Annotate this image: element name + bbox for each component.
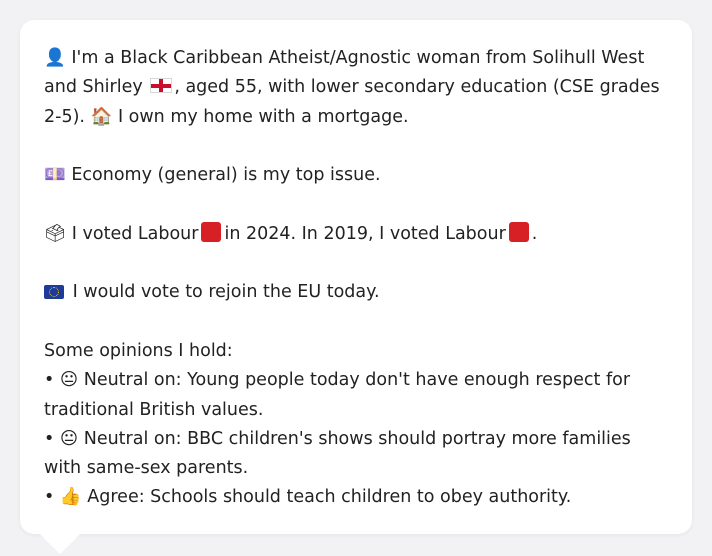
speech-bubble-tail [40, 534, 80, 554]
thumbs-up-icon: 👍 [59, 487, 82, 508]
bio-paragraph: 👤 I'm a Black Caribbean Atheist/Agnostic… [44, 44, 672, 132]
opinion-text: Neutral on: BBC children's shows should … [44, 428, 631, 479]
eu-text: I would vote to rejoin the EU today. [72, 282, 380, 303]
opinions-heading: Some opinions I hold: [44, 340, 233, 361]
labour-square-icon [508, 221, 529, 242]
vote-text-2: in 2024. In 2019, I voted Labour [224, 223, 506, 244]
neutral-face-icon: 😐 [59, 428, 79, 449]
eu-flag-icon [44, 285, 64, 300]
eu-paragraph: I would vote to rejoin the EU today. [44, 278, 672, 307]
issue-paragraph: 💷 Economy (general) is my top issue. [44, 161, 672, 190]
vote-text-3: . [531, 223, 538, 244]
bio-text-1: I'm a Black Caribbean Atheist/Agnostic w… [44, 48, 645, 98]
vote-paragraph: 🗳 I voted Labour in 2024. In 2019, I vote… [44, 220, 672, 249]
ballot-box-icon: 🗳 [44, 223, 67, 244]
opinion-item: • 😐 Neutral on: BBC children's shows sho… [44, 425, 672, 484]
neutral-face-icon: 😐 [59, 370, 79, 391]
persona-content: 👤 I'm a Black Caribbean Atheist/Agnostic… [44, 44, 672, 513]
house-icon: 🏠 [90, 106, 113, 127]
bullet: • [44, 487, 55, 508]
bullet: • [44, 428, 55, 449]
issue-text: Economy (general) is my top issue. [71, 165, 381, 186]
england-flag-icon [150, 78, 173, 94]
money-icon: 💷 [44, 165, 66, 186]
opinion-text: Agree: Schools should teach children to … [87, 487, 572, 508]
bullet: • [44, 370, 55, 391]
vote-text-1: I voted Labour [71, 223, 199, 244]
opinion-item: • 👍 Agree: Schools should teach children… [44, 483, 672, 512]
labour-square-icon [201, 221, 222, 242]
bio-text-3: I own my home with a mortgage. [117, 106, 409, 127]
bio-text-2: , aged 55, with lower secondary educatio… [44, 77, 660, 127]
opinion-item: • 😐 Neutral on: Young people today don't… [44, 366, 672, 425]
opinion-text: Neutral on: Young people today don't hav… [44, 370, 631, 420]
person-silhouette-icon: 👤 [44, 48, 66, 68]
persona-card [20, 20, 692, 534]
